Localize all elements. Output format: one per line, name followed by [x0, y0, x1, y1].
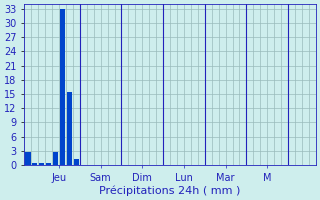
- X-axis label: Précipitations 24h ( mm ): Précipitations 24h ( mm ): [100, 185, 241, 196]
- Bar: [53, 152, 58, 165]
- Bar: [32, 163, 37, 165]
- Bar: [46, 163, 52, 165]
- Bar: [60, 9, 65, 165]
- Bar: [74, 159, 79, 165]
- Bar: [25, 152, 30, 165]
- Bar: [39, 163, 44, 165]
- Bar: [67, 92, 72, 165]
